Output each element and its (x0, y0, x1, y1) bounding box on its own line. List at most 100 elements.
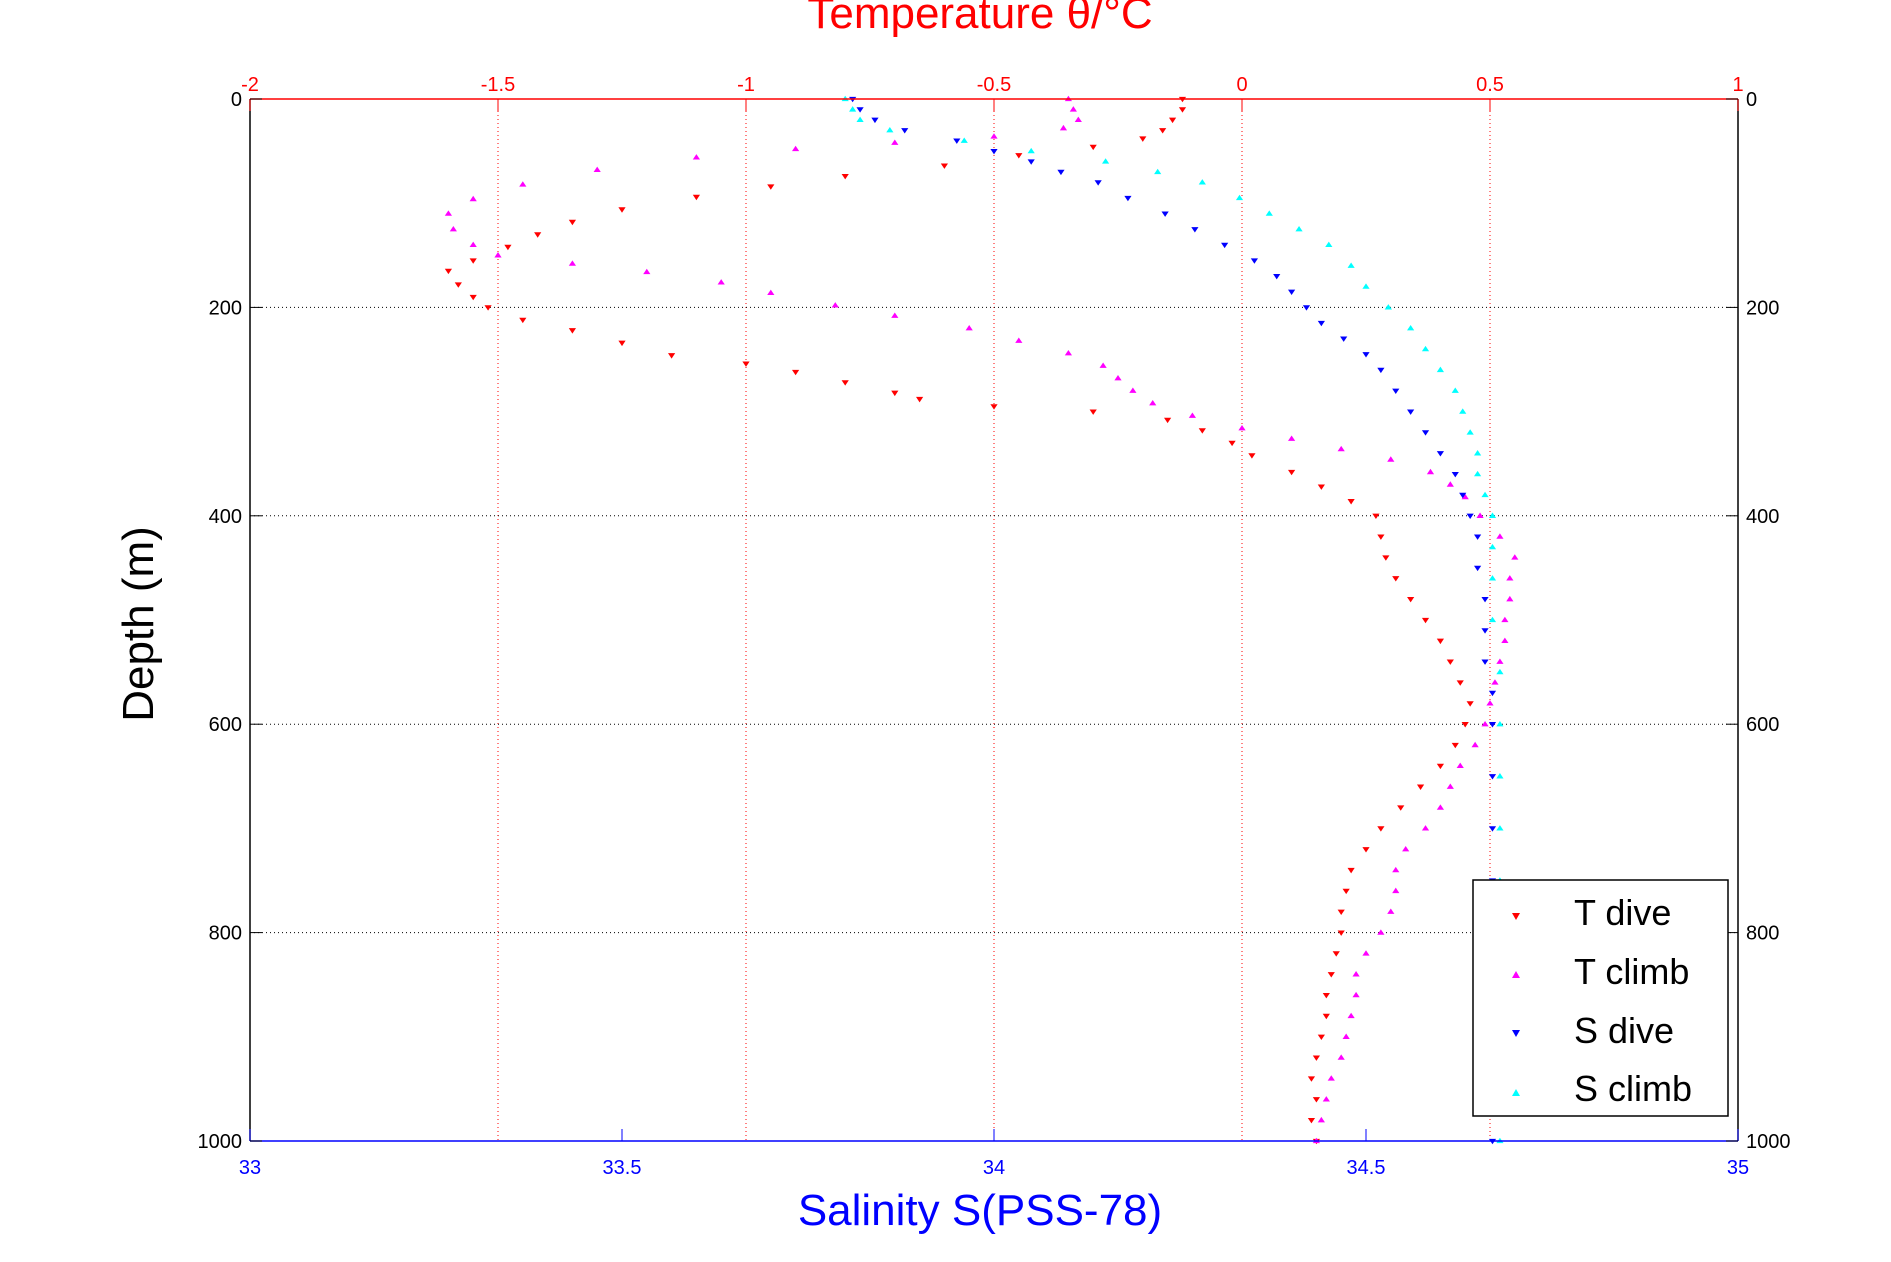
point-t-climb (1446, 783, 1454, 789)
point-s-dive (1392, 388, 1400, 394)
point-t-dive (568, 328, 576, 334)
point-s-climb (1459, 408, 1467, 414)
point-s-climb (1102, 158, 1110, 164)
point-t-dive (1382, 555, 1390, 561)
point-s-dive (1221, 242, 1229, 249)
point-s-dive (1094, 180, 1102, 186)
point-t-dive (668, 353, 676, 359)
point-t-dive (1178, 107, 1187, 113)
point-t-climb (449, 226, 457, 232)
point-t-dive (742, 361, 750, 367)
point-t-dive (454, 282, 462, 288)
point-t-climb (1059, 124, 1068, 131)
point-t-dive (767, 184, 775, 190)
point-t-dive (1248, 453, 1256, 459)
legend: T dive T climb S dive S climb (1472, 879, 1729, 1117)
point-t-dive (891, 390, 899, 397)
right-tick-label: 600 (1746, 714, 1779, 736)
plot-axes: -2 -1.5 -1 -0.5 0 0.5 1 33 33.5 34 34.5 35 0 0 200 200 4… (198, 74, 1791, 1179)
point-t-climb (1074, 116, 1082, 122)
point-s-dive (1421, 430, 1430, 436)
point-t-dive (1089, 409, 1097, 415)
point-t-dive (519, 317, 527, 324)
top-tick-label: -1.5 (481, 74, 515, 96)
point-t-dive (1089, 144, 1097, 151)
bottom-tick-label: 33 (239, 1157, 261, 1179)
point-s-climb (1488, 616, 1497, 623)
point-t-climb (1069, 106, 1077, 112)
right-tick-label: 0 (1746, 89, 1757, 111)
point-t-dive (1159, 128, 1167, 134)
point-t-climb (965, 325, 973, 331)
point-t-climb (1461, 493, 1469, 500)
point-s-climb (1265, 210, 1273, 216)
point-t-climb (1114, 375, 1122, 381)
point-s-dive (953, 138, 961, 144)
point-t-climb (1426, 468, 1435, 475)
point-t-climb (717, 279, 725, 285)
point-s-climb (1496, 825, 1504, 831)
point-s-dive (1459, 492, 1467, 499)
point-t-dive (1198, 428, 1206, 434)
point-t-dive (1327, 972, 1335, 978)
point-t-climb (1149, 400, 1157, 406)
point-s-dive (1362, 352, 1370, 358)
legend-box (1472, 879, 1729, 1117)
bottom-tick-label: 34.5 (1347, 1157, 1386, 1179)
point-t-dive (916, 396, 924, 403)
point-t-dive (618, 340, 626, 347)
point-t-dive (1347, 867, 1355, 874)
point-s-dive (1288, 289, 1296, 296)
point-t-dive (1337, 909, 1345, 915)
point-s-climb (1384, 304, 1392, 310)
point-t-climb (1496, 533, 1504, 539)
point-t-dive (1436, 763, 1444, 770)
point-s-dive (1027, 159, 1035, 165)
point-s-dive (901, 128, 909, 134)
legend-label-s-climb: S climb (1574, 1068, 1692, 1109)
top-tick-label: 0.5 (1476, 74, 1504, 96)
point-s-climb (1488, 543, 1497, 550)
point-t-dive (1139, 136, 1147, 142)
point-t-climb (1327, 1075, 1335, 1081)
point-t-dive (1451, 742, 1459, 749)
point-t-climb (1238, 425, 1246, 431)
point-s-climb (1451, 387, 1459, 393)
point-t-climb (1501, 637, 1509, 643)
legend-marker-s-dive (1512, 1030, 1520, 1037)
legend-marker-s-climb (1512, 1089, 1520, 1096)
point-t-climb (1362, 950, 1370, 956)
point-s-dive (1488, 774, 1497, 780)
point-s-dive (856, 107, 864, 113)
point-t-dive (504, 244, 512, 251)
point-t-dive (534, 232, 542, 238)
point-s-climb (1436, 366, 1444, 373)
point-t-climb (494, 252, 502, 258)
point-t-climb (1352, 971, 1360, 977)
point-s-climb (960, 137, 968, 143)
point-s-climb (886, 127, 894, 133)
point-s-dive (1191, 227, 1199, 233)
point-t-dive (1377, 826, 1385, 832)
point-t-climb (891, 312, 899, 318)
point-t-climb (1421, 825, 1430, 831)
point-t-climb (767, 289, 775, 295)
point-t-climb (831, 302, 839, 308)
point-t-dive (841, 173, 849, 180)
point-t-climb (1471, 741, 1479, 748)
point-s-climb (1481, 491, 1489, 498)
point-t-climb (891, 139, 899, 145)
point-s-dive (1124, 195, 1132, 202)
point-s-dive (1466, 513, 1474, 520)
point-s-climb (1496, 668, 1504, 675)
point-t-climb (1188, 412, 1196, 418)
point-t-climb (1506, 595, 1514, 602)
point-t-dive (1456, 680, 1464, 686)
point-t-climb (1064, 350, 1072, 356)
point-t-climb (1288, 435, 1296, 441)
point-t-dive (1228, 440, 1236, 447)
point-t-climb (1446, 481, 1454, 487)
point-s-climb (1198, 179, 1206, 185)
point-s-dive (1481, 628, 1489, 634)
point-t-climb (1491, 679, 1499, 685)
